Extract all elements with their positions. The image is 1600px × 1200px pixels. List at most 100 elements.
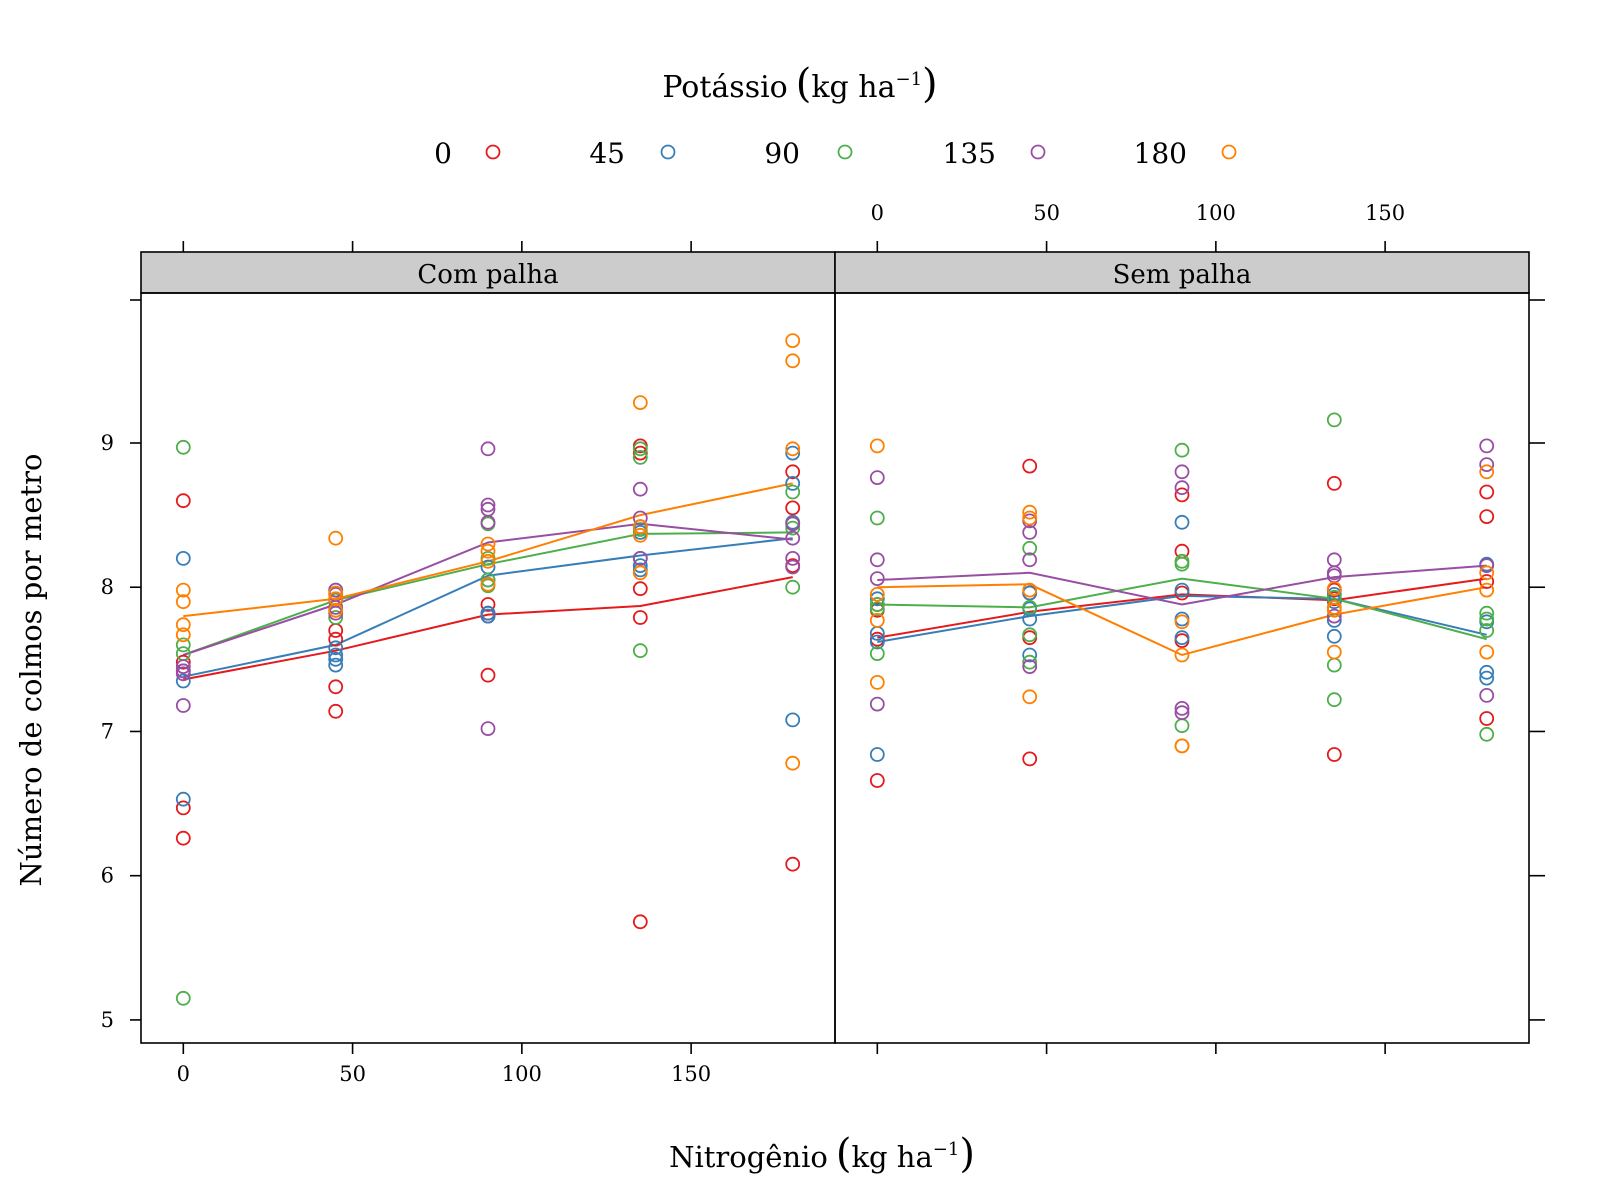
y-tick-label: 5 — [101, 1008, 114, 1032]
data-point — [1479, 582, 1495, 598]
x-tick-label: 150 — [1365, 201, 1405, 225]
panel: Sem palha — [834, 251, 1530, 1044]
legend-title-text: Potássio — [662, 70, 787, 105]
data-point — [785, 755, 801, 771]
data-point — [869, 601, 885, 617]
series-line — [182, 522, 793, 656]
data-point — [632, 481, 648, 497]
data-point — [480, 497, 496, 513]
legend-title-unit-sup: −1 — [896, 69, 923, 90]
data-point — [1326, 552, 1342, 568]
data-point — [1326, 602, 1342, 618]
data-point — [1022, 654, 1038, 670]
data-point — [480, 536, 496, 552]
data-point — [1022, 552, 1038, 568]
panel-strip — [140, 251, 836, 294]
data-point — [869, 634, 885, 650]
data-point — [1326, 608, 1342, 624]
series-line — [877, 564, 1487, 606]
data-point — [869, 470, 885, 486]
data-point — [328, 591, 344, 607]
data-point — [1174, 480, 1190, 496]
data-point — [1174, 701, 1190, 716]
x-tick-label: 0 — [177, 1062, 190, 1086]
data-point — [632, 519, 648, 535]
data-point — [328, 602, 344, 618]
panel-frame — [834, 292, 1530, 1044]
data-point — [785, 530, 801, 546]
legend-marker — [485, 144, 501, 160]
data-point — [632, 395, 648, 411]
data-point — [869, 646, 885, 661]
data-point — [1174, 582, 1190, 598]
data-point — [785, 353, 801, 369]
data-point — [1174, 514, 1190, 530]
data-point — [328, 610, 344, 625]
y-tick-label: 6 — [101, 864, 114, 888]
data-point — [869, 747, 885, 762]
data-point — [785, 856, 801, 872]
data-point — [1022, 611, 1038, 627]
data-point — [1479, 438, 1495, 454]
data-point — [175, 594, 191, 610]
data-point — [1479, 457, 1495, 473]
data-point — [1479, 464, 1495, 480]
data-point — [175, 617, 191, 633]
data-point — [480, 576, 496, 592]
data-point — [785, 520, 801, 536]
legend-label: 0 — [434, 137, 452, 170]
data-point — [1174, 738, 1190, 754]
data-point — [785, 445, 801, 461]
data-point — [480, 605, 496, 621]
data-point — [1479, 644, 1495, 660]
data-point — [785, 712, 801, 728]
data-point — [328, 679, 344, 695]
data-point — [1022, 582, 1038, 598]
data-point — [480, 441, 496, 457]
data-point — [785, 484, 801, 500]
data-point — [869, 510, 885, 526]
data-point — [869, 613, 885, 628]
data-point — [328, 585, 344, 601]
data-point — [1479, 558, 1495, 573]
data-point — [1174, 705, 1190, 721]
data-point — [175, 673, 191, 689]
panel-strip-label: Com palha — [417, 260, 558, 290]
panel-strip-label: Sem palha — [1113, 260, 1252, 290]
data-point — [328, 640, 344, 656]
data-point — [1479, 711, 1495, 726]
series-line — [183, 576, 793, 681]
data-point — [869, 696, 885, 712]
data-point — [175, 990, 191, 1006]
legend-label: 135 — [943, 137, 996, 170]
data-point — [1479, 484, 1495, 500]
data-point — [869, 571, 885, 586]
data-point — [175, 800, 191, 816]
data-point — [175, 493, 191, 509]
data-point — [1479, 670, 1495, 686]
data-point — [1022, 751, 1038, 767]
data-point — [1022, 504, 1038, 520]
data-point — [1326, 692, 1342, 708]
data-point — [1326, 628, 1342, 644]
data-point — [480, 543, 496, 559]
data-point — [480, 667, 496, 683]
data-point — [328, 657, 344, 673]
data-point — [1022, 647, 1038, 663]
data-point — [480, 514, 496, 530]
data-point — [175, 627, 191, 643]
legend-label: 45 — [589, 137, 625, 170]
data-point — [328, 647, 344, 663]
data-point — [785, 516, 801, 532]
data-point — [632, 914, 648, 930]
data-point — [785, 333, 801, 349]
y-tick-label: 9 — [101, 431, 114, 455]
data-point — [175, 439, 191, 455]
data-point — [175, 830, 191, 846]
data-point — [632, 551, 648, 566]
data-point — [175, 551, 191, 566]
legend-marker — [837, 144, 853, 160]
data-point — [869, 552, 885, 568]
panels: Com palha Sem palha — [140, 251, 1530, 1044]
